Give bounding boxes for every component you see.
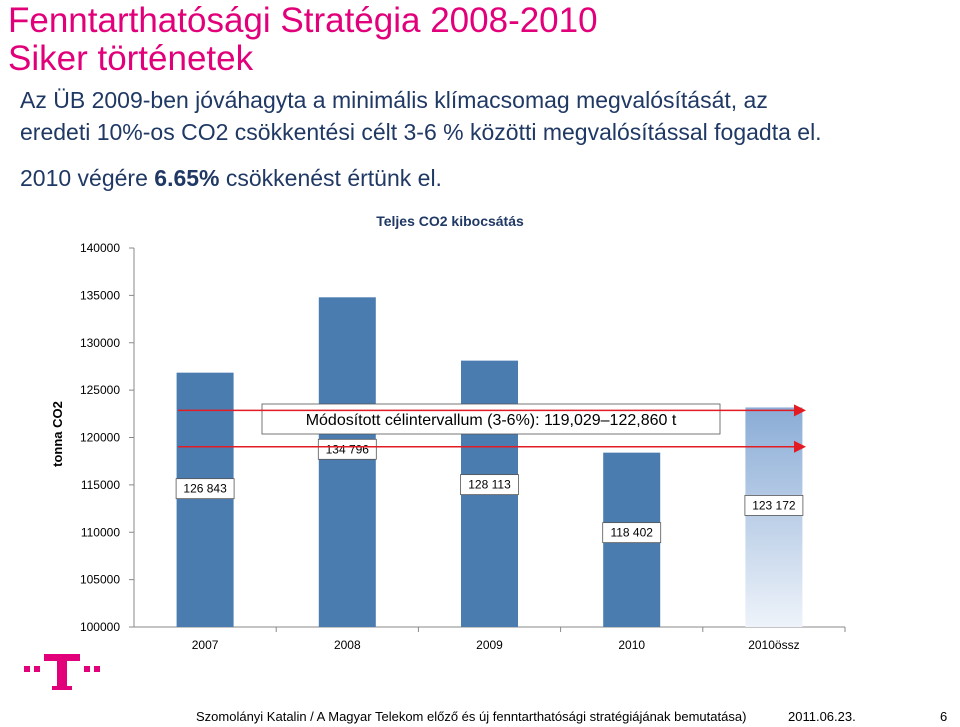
result-value: 6.65% (154, 165, 220, 191)
y-tick-label: 110000 (81, 525, 120, 539)
result-prefix: 2010 végére (20, 165, 155, 191)
data-label: 118 402 (610, 526, 653, 540)
data-label: 128 113 (468, 478, 511, 492)
chart-title: Teljes CO2 kibocsátás (376, 213, 524, 229)
slide-title: Fenntarthatósági Stratégia 2008-2010 Sik… (8, 2, 598, 78)
data-label-box (175, 478, 235, 500)
intro-text: Az ÜB 2009-ben jóváhagyta a minimális kl… (20, 84, 950, 194)
x-tick-label: 2009 (476, 638, 503, 652)
telekom-t-logo-icon (24, 654, 100, 690)
logo-digit-square (24, 666, 30, 672)
logo-digit-square (94, 666, 100, 672)
data-label-box (317, 438, 377, 460)
y-tick-label: 140000 (80, 241, 120, 255)
footer-text: Szomolányi Katalin / A Magyar Telekom el… (196, 709, 747, 724)
y-tick-label: 120000 (80, 431, 120, 445)
slide-title-line2: Siker történetek (8, 39, 254, 78)
data-label-box (460, 474, 519, 496)
chart-axes: 100000 105000 110000 115000 120000 125000 1300… (80, 241, 846, 634)
y-tick-label: 125000 (80, 383, 120, 397)
chart-annotations: Módosított célintervallum (3-6%): 119,02… (178, 403, 806, 453)
footer-date: 2011.06.23. (788, 709, 856, 724)
data-label-box (744, 495, 804, 516)
result-suffix: csökkenést értünk el. (219, 165, 442, 191)
logo-digit-square (34, 666, 40, 672)
annotation-box (261, 403, 721, 435)
target-arrow-head (794, 440, 806, 453)
x-tick-label: 2010össz (748, 638, 799, 652)
y-tick-label: 115000 (81, 478, 120, 492)
y-tick-label: 135000 (80, 288, 120, 302)
data-label: 134 796 (326, 442, 370, 456)
y-tick-label: 105000 (80, 573, 120, 587)
result-line: 2010 végére 6.65% csökkenést értünk el. (20, 162, 950, 194)
target-arrow-head (794, 404, 806, 417)
logo-t-foot (52, 686, 72, 690)
y-axis-label: tonna CO2 (50, 401, 65, 467)
chart-bars: 2007 126 843 2008 134 796 2009 128 113 2010 118… (175, 297, 804, 652)
intro-line1: Az ÜB 2009-ben jóváhagyta a minimális kl… (20, 87, 768, 113)
annotation-text: Módosított célintervallum (3-6%): 119,02… (306, 412, 677, 429)
bar-2007 (176, 372, 234, 627)
y-tick-label: 100000 (80, 620, 120, 634)
x-tick-label: 2008 (334, 638, 361, 652)
bar-2008 (318, 297, 376, 627)
x-tick-label: 2010 (618, 638, 645, 652)
intro-line2: eredeti 10%-os CO2 csökkentési célt 3-6 … (20, 119, 822, 145)
data-label: 126 843 (183, 482, 227, 496)
logo-digit-square (84, 666, 90, 672)
page-number: 6 (940, 709, 948, 724)
data-label-box (602, 522, 662, 544)
y-tick-label: 130000 (80, 336, 120, 350)
x-tick-label: 2007 (192, 638, 219, 652)
logo-t-stem (57, 654, 67, 690)
data-label: 123 172 (752, 498, 796, 512)
bar-2010össz (745, 407, 803, 627)
slide-title-line1: Fenntarthatósági Stratégia 2008-2010 (8, 1, 598, 40)
